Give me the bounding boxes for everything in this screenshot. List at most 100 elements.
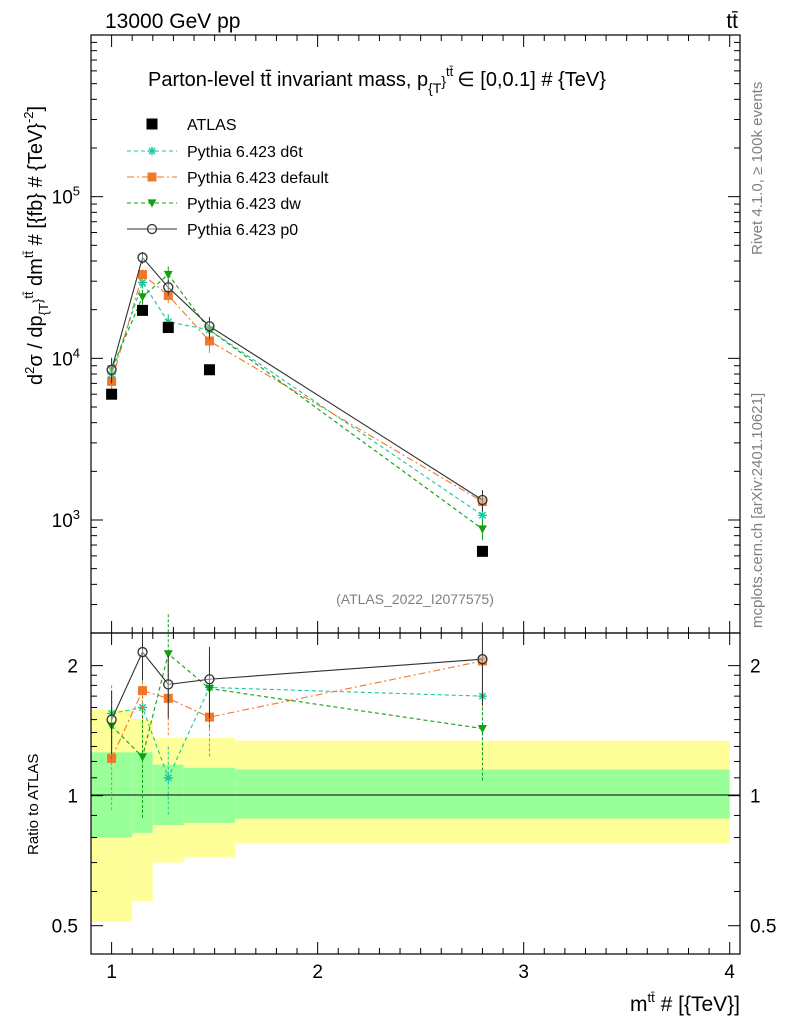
ratio-panel: 0.5 0.5 1 1 2 2 1 2 3 4 Ratio to ATLAS mtt̄ # [{T… (25, 614, 776, 1016)
data-point (203, 364, 215, 376)
legend-symbol (146, 223, 158, 235)
series-pythia-6-423-dw (107, 266, 487, 541)
process-label: tt̄ (726, 10, 738, 33)
ratio-point (163, 679, 174, 690)
plot-title-prefix: Parton-level tt̄ invariant mass, p (148, 69, 428, 91)
y-axis-label: d2σ / dp{T}tt̄ dmtt̄ # [{fb} # {TeV}-2] (21, 106, 51, 385)
plot-title-sup2: tt̄ (446, 64, 454, 79)
legend-label-p0: Pythia 6.423 p0 (187, 222, 298, 239)
y-label-c-sup: tt̄ (21, 291, 36, 299)
series-line (111, 273, 483, 530)
collision-label: 13000 GeV pp (105, 10, 240, 33)
ratio-frame (90, 632, 741, 955)
x-tick-label-0: 1 (106, 962, 117, 983)
legend-label-default: Pythia 6.423 default (187, 170, 329, 187)
data-point (162, 322, 174, 334)
legend-label-atlas: ATLAS (187, 117, 237, 134)
ratio-point (138, 753, 148, 762)
y-label-b-sub: {T (36, 303, 51, 315)
legend-marker-3 (127, 199, 177, 208)
ratio-point (138, 686, 148, 696)
x-axis-label: mtt̄ # [{TeV}] (630, 990, 740, 1016)
ratio-ytick-label-right-2: 2 (750, 657, 761, 678)
data-point (204, 336, 214, 346)
data-point (163, 282, 174, 293)
plot-title-suffix: ∈ [0,0.1] # {TeV} (457, 69, 606, 91)
legend-marker-0 (146, 118, 158, 130)
ratio-series-layer (106, 614, 488, 820)
series-line (111, 281, 483, 516)
legend-marker-4 (127, 223, 177, 235)
ratio-series-pythia-6-423-p0 (106, 622, 488, 754)
x-label-a-sup: tt̄ (648, 990, 656, 1005)
data-point (163, 270, 173, 280)
legend-label-dw: Pythia 6.423 dw (187, 196, 301, 213)
ratio-bands (91, 709, 730, 922)
y-label-a-sup: 2 (22, 367, 37, 374)
ratio-point (477, 724, 487, 734)
main-ytick-label-exp-0: 3 (73, 507, 80, 522)
watermark: (ATLAS_2022_I2077575) (336, 591, 494, 607)
y-label-a: d (25, 374, 47, 385)
data-point (138, 293, 148, 302)
data-point (476, 545, 488, 557)
main-ytick-label-1: 104 (52, 345, 80, 370)
legend-symbol (147, 146, 157, 156)
series-atlas (106, 304, 488, 557)
ratio-point (204, 674, 215, 685)
main-ytick-label-base-0: 10 (52, 511, 73, 532)
x-tick-label-3: 4 (724, 962, 735, 983)
main-ytick-label-base-2: 10 (52, 188, 73, 209)
main-series-layer (106, 251, 488, 557)
plot-title: Parton-level tt̄ invariant mass, p{T}tt̄… (148, 64, 606, 96)
y-label-b: σ / dp (25, 315, 47, 366)
ratio-ytick-label-2: 2 (67, 657, 78, 678)
data-point (106, 364, 117, 375)
ratio-y-axis-label: Ratio to ATLAS (25, 754, 42, 855)
ratio-point (137, 646, 148, 658)
x-tick-label-2: 3 (518, 962, 529, 983)
legend-markers (127, 118, 177, 235)
ratio-point (163, 773, 173, 783)
plot-title-sub: {T (428, 80, 442, 96)
data-point (204, 321, 215, 332)
y-label-c: } (30, 298, 45, 303)
ratio-ytick-label-right-0: 0.5 (750, 917, 776, 938)
source-label: mcplots.cern.ch [arXiv:2401.10621] (749, 393, 766, 628)
data-point (477, 525, 487, 534)
ratio-ytick-label-1: 1 (67, 787, 78, 808)
legend-symbol (147, 172, 157, 182)
data-point (477, 510, 487, 520)
main-ytick-label-2: 105 (52, 184, 80, 209)
ratio-axis-ticks: 0.5 0.5 1 1 2 2 1 2 3 4 (52, 633, 776, 983)
y-label-f: ] (25, 106, 47, 112)
rivet-version-label: Rivet 4.1.0, ≥ 100k events (749, 82, 766, 255)
band-inner-bin-4 (235, 769, 730, 819)
x-label-a: m (630, 993, 648, 1016)
x-tick-label-1: 2 (312, 962, 323, 983)
plot-title-sup: } (441, 73, 446, 89)
main-ytick-label-base-1: 10 (52, 349, 73, 370)
legend-label-d6t: Pythia 6.423 d6t (187, 144, 303, 161)
legend: ATLAS Pythia 6.423 d6t Pythia 6.423 defa… (127, 117, 329, 239)
y-label-e: # [{fb} # {TeV} (25, 123, 47, 251)
data-point (138, 270, 148, 280)
data-point (106, 388, 118, 400)
ratio-ytick-label-right-1: 1 (750, 787, 761, 808)
ratio-point (163, 650, 173, 659)
series-pythia-6-423-d6t (107, 276, 487, 527)
ratio-point (106, 714, 117, 725)
ratio-ytick-label-0: 0.5 (52, 917, 78, 938)
data-point (477, 494, 488, 506)
main-ytick-label-0: 103 (52, 507, 80, 532)
y-label-e-sup: -2 (21, 111, 36, 123)
ratio-point (477, 654, 488, 665)
y-label-d-sup: tt̄ (21, 251, 36, 259)
main-ytick-label-exp-1: 4 (73, 345, 80, 360)
data-point (137, 304, 149, 316)
legend-symbol-stroke-d2 (148, 147, 156, 155)
legend-marker-1 (127, 146, 177, 156)
y-label-d: dm (25, 258, 47, 291)
